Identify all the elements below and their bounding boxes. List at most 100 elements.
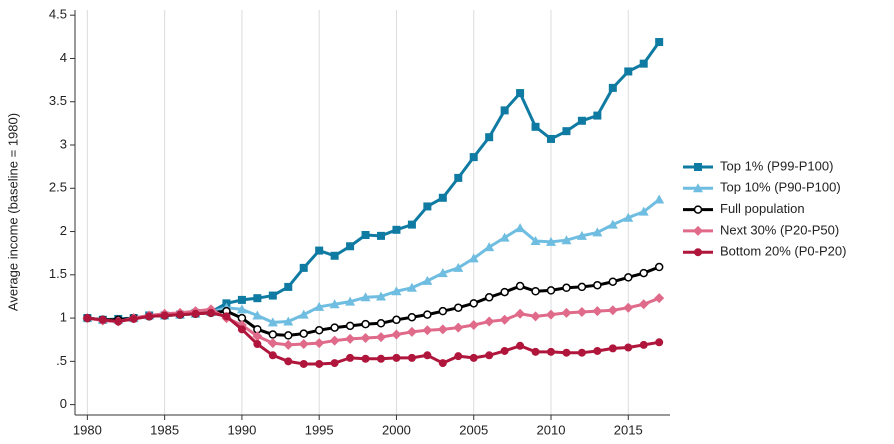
marker [453,322,464,333]
marker [392,225,401,234]
marker [639,268,648,278]
legend-label: Full population [720,201,805,216]
marker [422,275,433,285]
marker [268,330,278,339]
marker [454,352,463,361]
marker [624,273,633,282]
marker [485,351,494,360]
y-tick-label: 2 [60,223,67,238]
x-tick-label: 1980 [73,422,102,437]
y-tick-label: 3 [60,136,67,151]
marker [562,283,571,293]
marker [392,315,401,325]
marker [360,332,371,343]
marker [562,348,571,357]
marker [283,339,294,350]
marker [561,307,572,318]
marker [160,311,169,320]
marker [546,236,556,246]
marker [454,303,463,312]
x-tick-label: 2005 [459,422,488,437]
x-tick-label: 2015 [614,422,643,437]
legend-label: Bottom 20% (P0-P20) [720,244,846,259]
marker [360,292,371,302]
marker [577,282,587,292]
marker [624,67,633,76]
x-tick-label: 1985 [150,422,179,437]
marker [236,304,247,314]
marker [608,83,617,92]
y-axis-label: Average income (baseline = 1980) [5,113,20,311]
marker [500,287,509,297]
marker [639,59,648,68]
marker [547,134,555,143]
y-tick-label: 4 [60,50,67,65]
marker [98,315,107,324]
marker [253,340,262,349]
marker [377,354,385,363]
marker [500,346,509,355]
marker [562,127,571,136]
marker [437,268,448,278]
legend-label: Top 1% (P99-P100) [720,158,833,173]
marker [484,293,494,302]
marker [593,346,602,355]
x-tick-label: 2010 [537,422,566,437]
marker [299,359,308,368]
marker [267,317,278,327]
marker [516,341,525,350]
marker [515,308,526,319]
marker [237,325,246,334]
y-tick-label: 2.5 [49,180,67,195]
marker [361,354,370,363]
marker [546,309,556,320]
marker [284,357,293,366]
marker [252,310,263,320]
marker [376,319,386,328]
marker [422,325,433,336]
legend-marker [693,205,703,214]
marker [607,305,618,316]
marker [345,296,356,306]
marker [407,220,416,229]
marker [469,299,478,308]
marker [438,193,447,202]
y-tick-label: 1.5 [49,266,67,281]
marker [406,282,417,292]
legend-marker [694,163,702,171]
y-tick-label: 3.5 [49,93,67,108]
y-tick-label: 1 [60,310,67,325]
marker [392,353,401,362]
x-tick-label: 1990 [227,422,256,437]
marker [639,340,648,349]
marker [330,323,339,332]
marker [454,173,463,182]
marker [531,347,540,356]
marker [484,316,495,327]
marker [314,301,325,311]
marker [252,331,263,342]
marker [83,314,92,323]
marker [438,359,447,368]
marker [329,299,340,309]
marker [298,339,309,350]
series-line [87,265,660,337]
marker [469,153,478,162]
marker [531,122,540,131]
marker [268,291,277,300]
marker [453,262,464,272]
marker [655,338,664,347]
marker [361,319,370,329]
marker [593,280,602,290]
marker [314,325,324,335]
marker [530,311,541,322]
marker [283,316,294,326]
marker [623,212,634,222]
marker [546,286,556,295]
marker [330,251,339,260]
marker [315,246,324,255]
marker [191,309,200,318]
marker [145,312,154,321]
marker [284,331,293,340]
